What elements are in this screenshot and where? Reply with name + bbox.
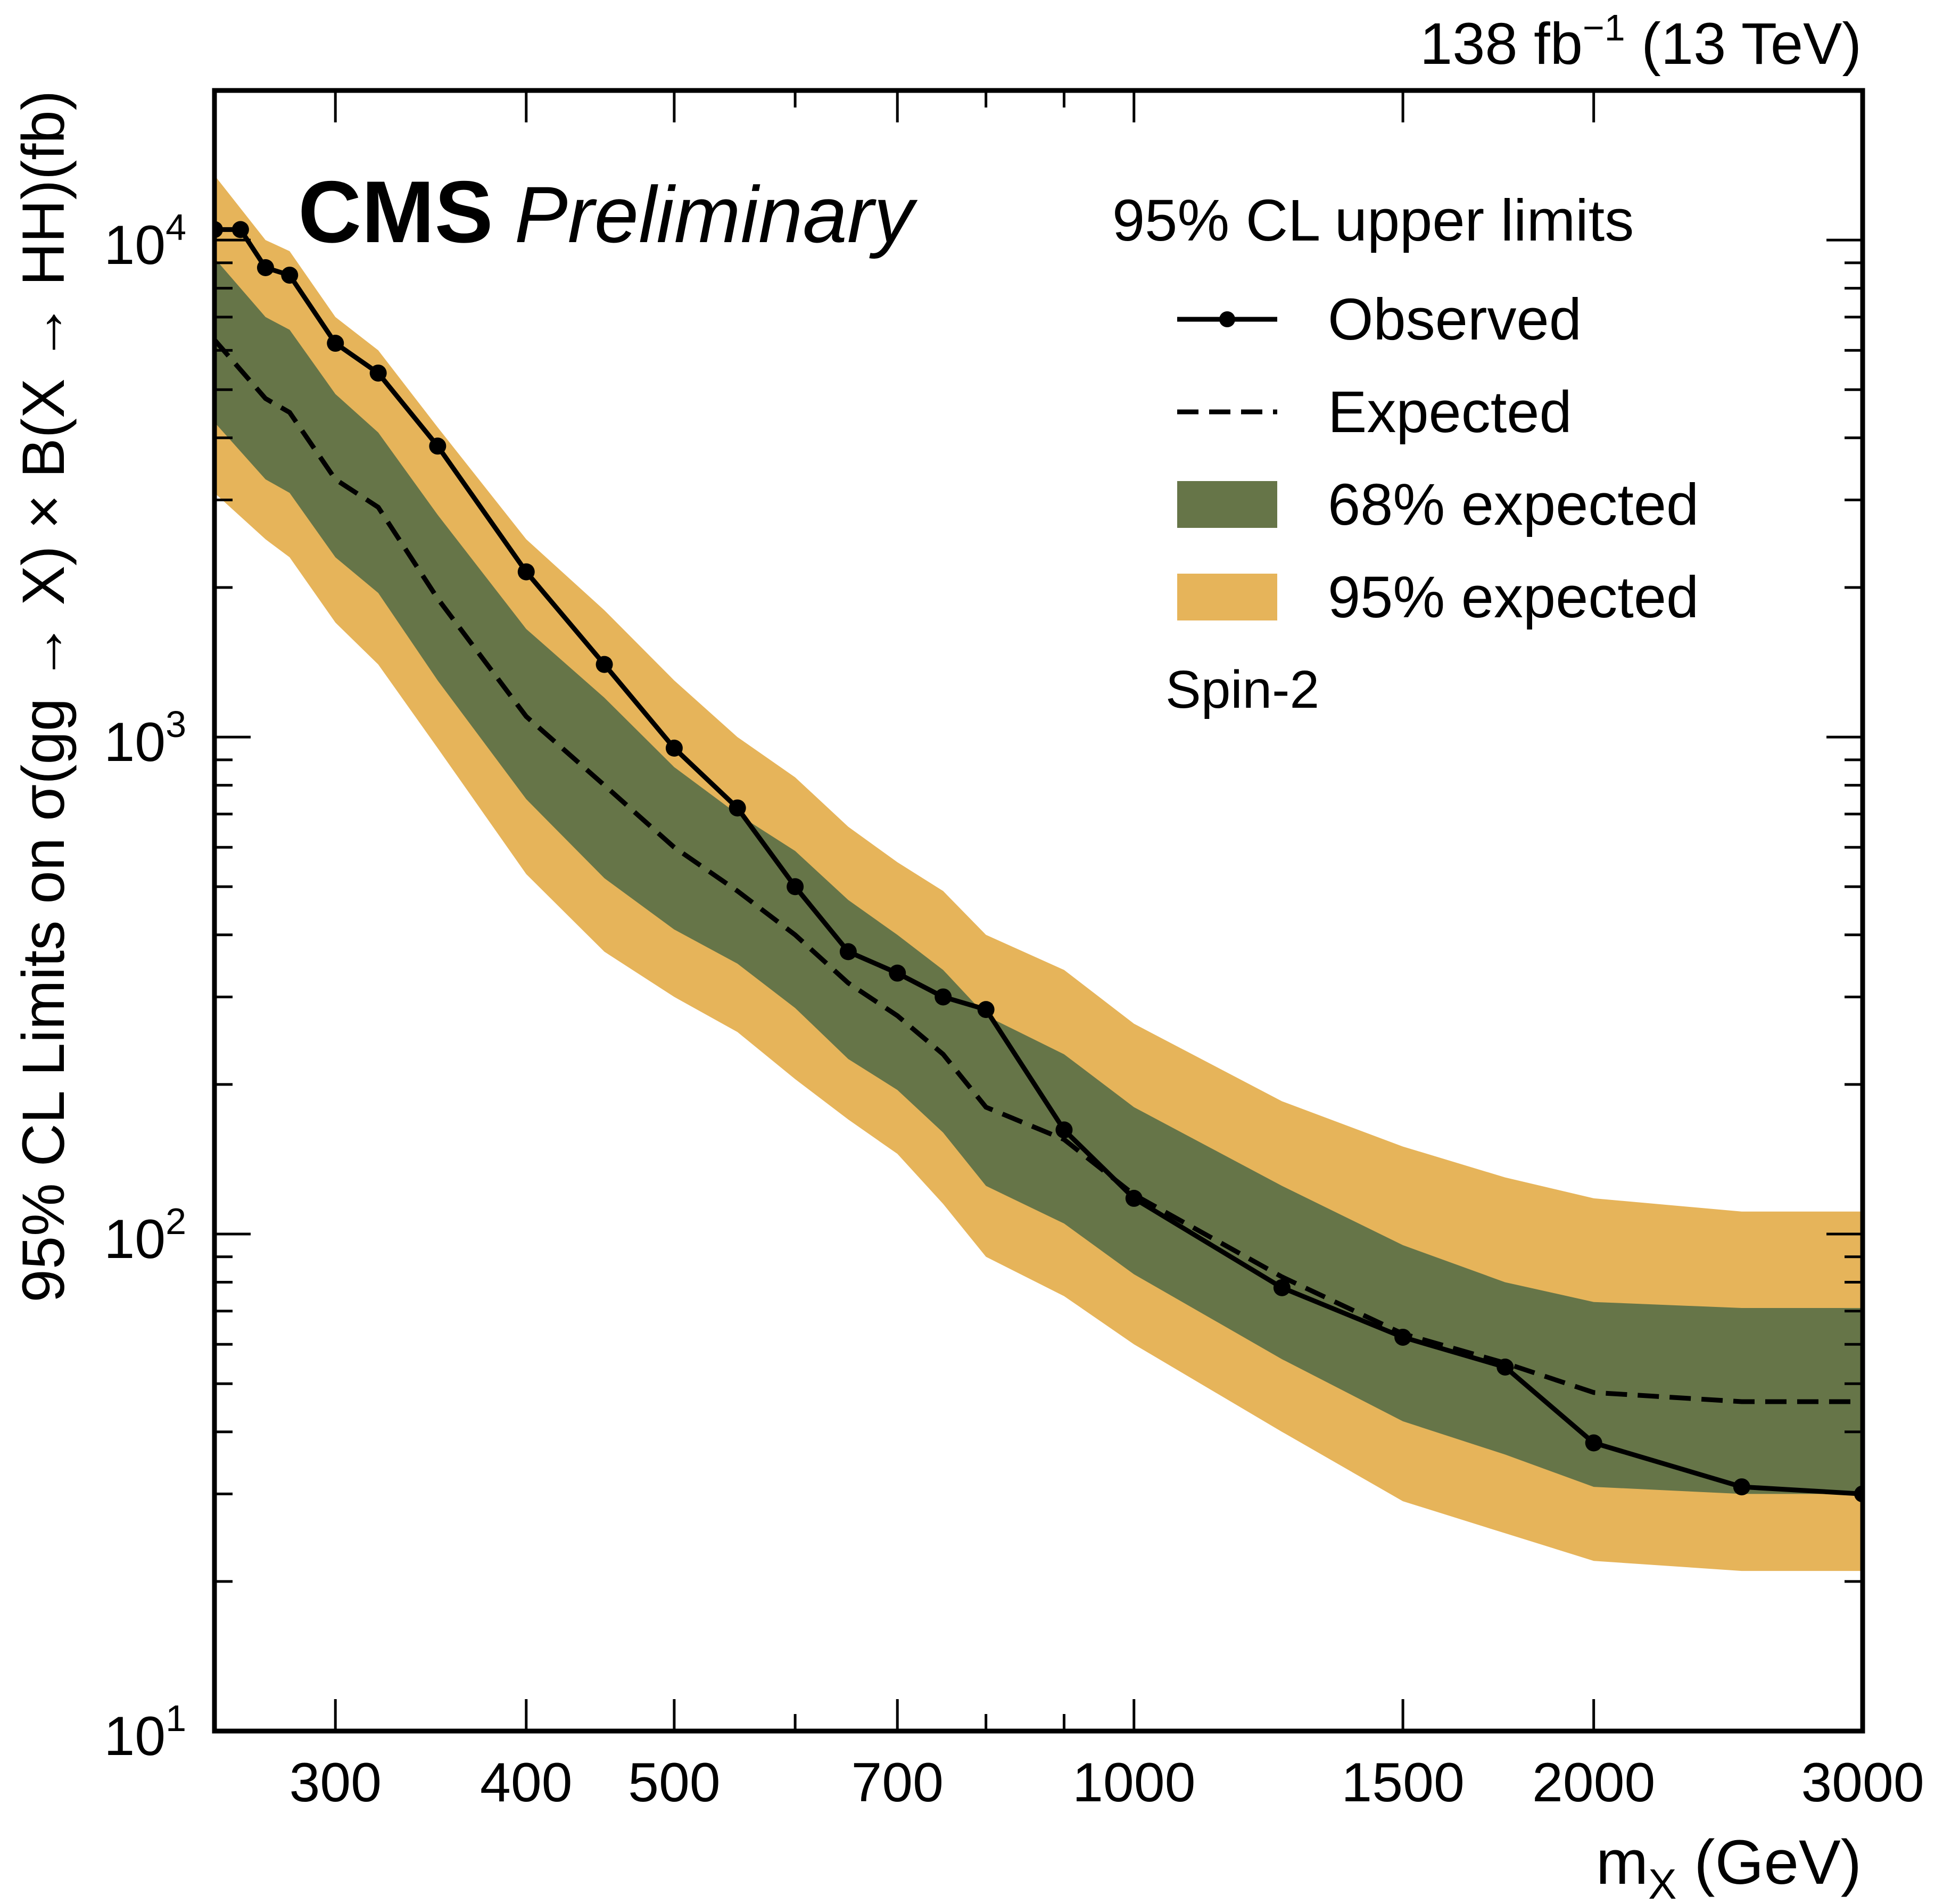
legend-95-label: 95% expected [1328,565,1699,630]
band-68-expected [214,258,1863,1494]
legend-entry-95: 95% expected [1177,565,1699,630]
observed-point [429,437,447,455]
observed-point [935,988,952,1006]
observed-point [977,1001,995,1019]
experiment-label: CMS Preliminary [298,163,918,261]
spin-annotation: Spin-2 [1165,660,1319,719]
observed-point [665,739,683,757]
y-tick-label: 103 [104,703,186,773]
x-tick-label: 400 [480,1752,573,1814]
observed-point [1496,1358,1514,1376]
y-tick-label: 101 [104,1698,186,1767]
observed-point [1394,1328,1412,1346]
x-axis-label: mX (GeV) [1596,1827,1862,1904]
x-tick-label: 1000 [1072,1752,1195,1814]
plot-frame [212,88,1865,1734]
observed-point [281,267,299,284]
observed-point [231,221,249,238]
y-axis-label: 95% CL Limits on σ(gg → X) × B(X → HH)(f… [10,90,77,1303]
observed-point [1125,1189,1143,1207]
observed-point [369,365,387,382]
y-axis-ticks [214,89,1863,1733]
x-tick-label: 700 [851,1752,944,1814]
expected-limit-line [214,338,1863,1404]
plot-area [214,175,1863,1571]
y-tick-label: 104 [104,206,186,276]
observed-point [1055,1121,1073,1139]
legend-95-swatch [1177,574,1277,620]
x-tick-label: 1500 [1341,1752,1464,1814]
x-tick-label: 2000 [1532,1752,1655,1814]
band-95-expected [214,175,1863,1571]
observed-point [1585,1434,1602,1452]
x-tick-label: 500 [628,1752,721,1814]
observed-point [729,799,746,817]
observed-point [596,656,613,673]
observed-point [1733,1478,1750,1496]
y-axis-tick-labels: 101 102 103 104 [104,206,186,1767]
observed-point [1273,1279,1291,1296]
lumi-label: 138 fb−1 (13 TeV) [1420,7,1862,77]
legend-expected-label: Expected [1328,379,1572,445]
legend-68-label: 68% expected [1328,472,1699,537]
legend-entry-observed: Observed [1177,287,1582,352]
observed-point [257,259,274,276]
legend-title: 95% CL upper limits [1112,188,1634,253]
x-tick-label: 300 [289,1752,382,1814]
observed-point [787,878,804,896]
x-tick-label: 3000 [1801,1752,1924,1814]
legend-observed-label: Observed [1328,287,1582,352]
legend-entry-expected: Expected [1177,379,1572,445]
observed-point [327,335,344,352]
legend: 95% CL upper limits Observed Expected 68… [1112,188,1699,719]
legend-observed-marker [1219,311,1235,327]
x-axis-tick-labels: 300 400 500 700 1000 1500 2000 3000 [289,1752,1924,1814]
observed-point [889,964,906,982]
observed-limit-line [214,227,1863,1496]
observed-point [839,943,857,961]
legend-68-swatch [1177,481,1277,528]
legend-entry-68: 68% expected [1177,472,1699,537]
observed-points [214,221,1863,1503]
y-tick-label: 102 [104,1201,186,1270]
observed-point [517,563,535,581]
